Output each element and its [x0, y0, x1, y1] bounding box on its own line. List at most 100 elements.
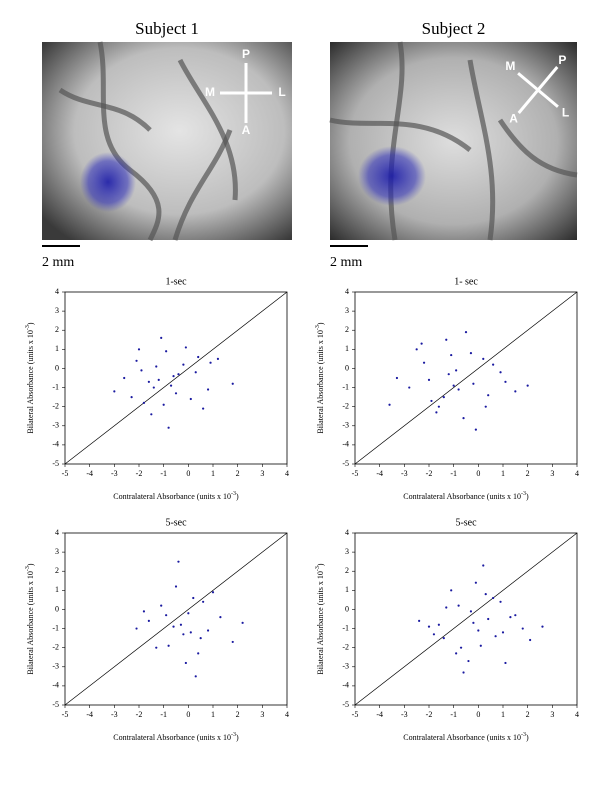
data-point [184, 661, 187, 665]
data-point [447, 373, 450, 376]
y-tick-label: -3 [52, 662, 59, 671]
y-axis-label-part: ) [316, 322, 325, 325]
y-axis-label-part: -3 [25, 566, 31, 571]
y-tick-label: 1 [55, 585, 59, 594]
x-tick-label: 4 [285, 710, 289, 719]
x-axis-label: Contralateral Absorbance (units x 10-3) [113, 732, 239, 741]
x-tick-label: -4 [376, 710, 383, 719]
compass-label: M [505, 59, 515, 73]
y-tick-label: -2 [342, 642, 349, 651]
y-axis-label: Bilateral Absorbance (units x 10-3) [315, 563, 324, 675]
data-point [472, 621, 475, 624]
x-tick-label: 1 [501, 469, 505, 478]
x-tick-label: -4 [376, 469, 383, 478]
x-tick-label: 4 [575, 710, 579, 719]
x-axis-label-part: ) [236, 733, 239, 742]
data-point [482, 357, 485, 360]
y-tick-label: 0 [345, 604, 349, 613]
y-axis-label-part: Bilateral Absorbance (units x 10 [26, 330, 35, 434]
x-tick-label: -4 [86, 469, 93, 478]
compass-axis [517, 66, 559, 114]
data-point [521, 627, 524, 630]
y-axis-label-part: ) [26, 322, 35, 325]
y-tick-label: -2 [52, 401, 59, 410]
data-point [202, 600, 205, 603]
data-point [430, 399, 433, 403]
image-title: Subject 1 [135, 19, 199, 38]
data-point [427, 378, 431, 382]
x-tick-label: -5 [62, 469, 69, 478]
x-axis-label-part: ) [526, 492, 529, 501]
data-point [162, 403, 165, 406]
data-point [165, 350, 168, 353]
y-tick-label: -5 [52, 700, 59, 709]
data-point [492, 363, 495, 366]
plot-frame [64, 291, 288, 465]
data-point [113, 390, 116, 393]
identity-line [354, 291, 578, 465]
y-tick-label: -2 [342, 401, 349, 410]
y-tick-label: 1 [345, 344, 349, 353]
blood-vessel [497, 118, 578, 178]
data-point [179, 623, 183, 626]
data-point [509, 615, 512, 619]
y-tick-label: 2 [345, 566, 349, 575]
identity-line [64, 532, 288, 706]
chart-title: 1-sec [165, 276, 187, 287]
data-point [184, 346, 187, 349]
data-point [420, 342, 423, 345]
photo [42, 42, 292, 240]
x-tick-label: -2 [136, 469, 143, 478]
data-point [477, 629, 480, 632]
x-axis-label: Contralateral Absorbance (units x 10-3) [403, 491, 529, 500]
data-point [415, 348, 418, 351]
data-point [187, 612, 190, 615]
data-point [487, 394, 490, 397]
data-point [189, 397, 192, 401]
data-point [142, 610, 146, 613]
x-tick-label: -5 [62, 710, 69, 719]
x-tick-label: 2 [526, 469, 530, 478]
activation-region [80, 152, 136, 212]
x-axis-label: Contralateral Absorbance (units x 10-3) [403, 732, 529, 741]
data-point [137, 348, 141, 351]
data-point [231, 640, 234, 644]
y-axis-label-part: Bilateral Absorbance (units x 10 [26, 571, 35, 675]
data-point [206, 629, 210, 632]
y-tick-label: -1 [342, 623, 349, 632]
data-point [484, 593, 487, 596]
data-point [211, 591, 215, 594]
data-point [172, 374, 175, 378]
y-axis-label-part: ) [26, 563, 35, 566]
data-point [172, 625, 175, 628]
y-tick-label: 2 [345, 325, 349, 334]
y-axis-label-part: ) [316, 563, 325, 566]
data-point [457, 604, 460, 607]
plot-frame [354, 532, 578, 706]
x-axis-label-part: Contralateral Absorbance (units x 10 [113, 733, 231, 742]
data-point [167, 644, 170, 647]
data-point [199, 637, 202, 640]
data-point [174, 392, 178, 395]
x-tick-label: 4 [285, 469, 289, 478]
y-axis-label-part: Bilateral Absorbance (units x 10 [316, 330, 325, 434]
data-point [140, 369, 143, 372]
compass-label: M [205, 85, 215, 99]
x-tick-label: 2 [236, 710, 240, 719]
y-tick-label: -4 [52, 681, 59, 690]
blood-vessel [172, 129, 233, 241]
data-point [455, 369, 458, 372]
y-tick-label: 4 [345, 287, 349, 296]
x-tick-label: 4 [575, 469, 579, 478]
data-point [452, 384, 455, 387]
data-point [197, 652, 200, 655]
x-axis-label: Contralateral Absorbance (units x 10-3) [113, 491, 239, 500]
y-tick-label: -1 [52, 623, 59, 632]
x-tick-label: 3 [260, 469, 264, 478]
data-point [450, 353, 453, 357]
x-axis-label-part: -3 [521, 732, 526, 738]
x-axis-label-part: -3 [231, 732, 236, 738]
x-tick-label: 0 [186, 469, 190, 478]
data-point [474, 428, 477, 431]
data-point [219, 615, 222, 619]
